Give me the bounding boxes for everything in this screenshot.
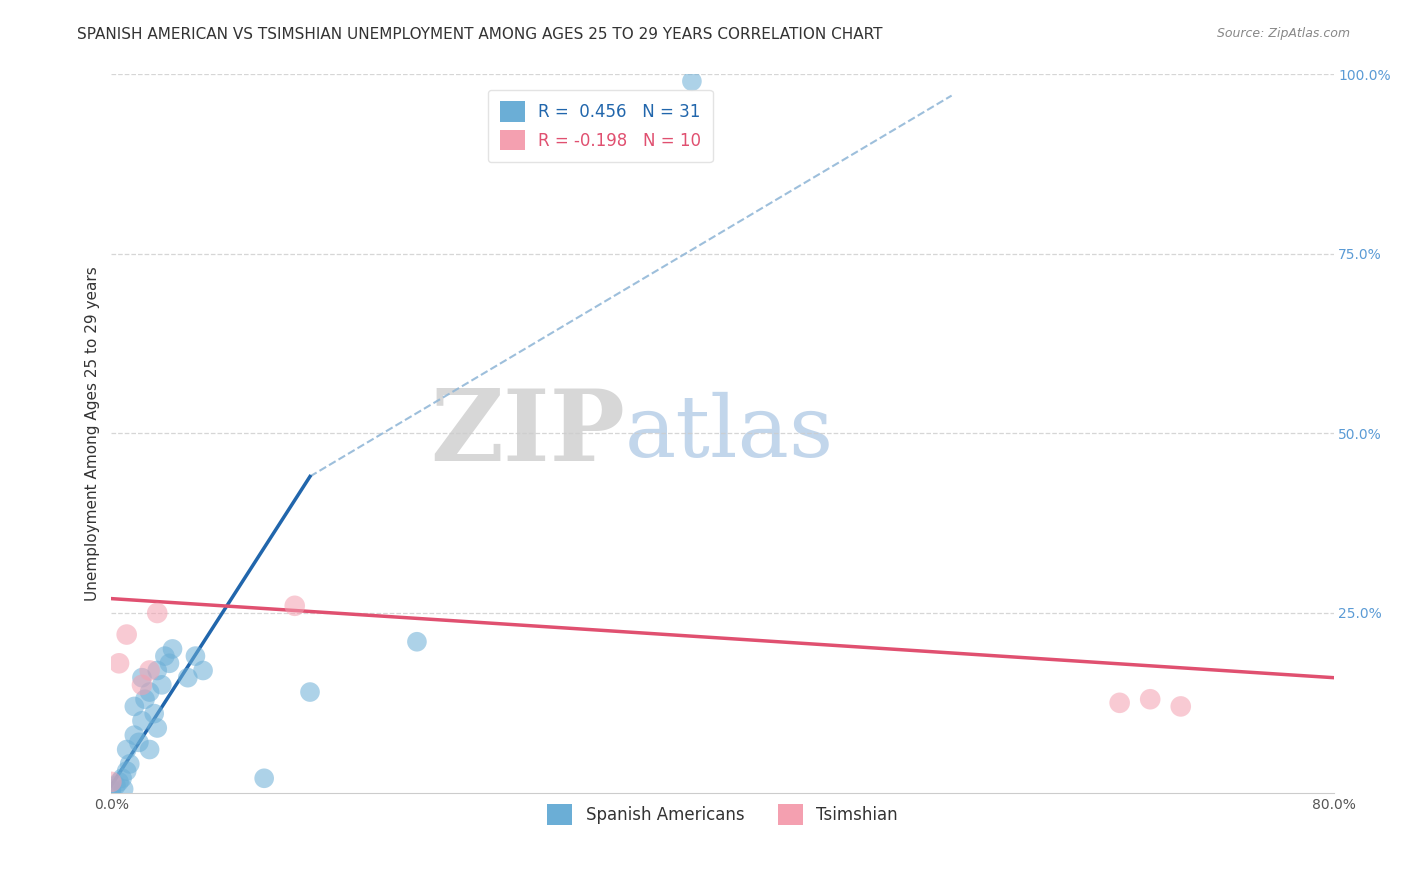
Point [124,728,146,742]
Point [118,756,141,771]
Point [104,779,127,793]
Point [108,657,131,671]
Point [284,599,307,613]
Point [406,634,429,648]
Point [115,764,138,778]
Legend: Spanish Americans, Tsimshian: Spanish Americans, Tsimshian [537,794,908,835]
Point [153,649,176,664]
Point [108,775,131,789]
Point [124,699,146,714]
Text: ZIP: ZIP [430,384,624,482]
Point [162,641,184,656]
Point [100,775,122,789]
Y-axis label: Unemployment Among Ages 25 to 29 years: Unemployment Among Ages 25 to 29 years [86,266,100,600]
Point [138,685,160,699]
Point [1139,692,1161,706]
Point [184,649,207,664]
Point [115,742,138,756]
Point [146,721,169,735]
Point [1108,696,1130,710]
Point [177,671,200,685]
Point [150,678,173,692]
Point [298,685,321,699]
Point [253,772,276,786]
Point [681,74,703,88]
Point [191,664,214,678]
Point [100,786,122,800]
Text: Source: ZipAtlas.com: Source: ZipAtlas.com [1216,27,1350,40]
Point [131,714,153,728]
Point [111,772,134,786]
Point [112,782,135,797]
Point [143,706,166,721]
Point [146,606,169,620]
Point [1170,699,1192,714]
Point [134,692,156,706]
Point [146,664,169,678]
Point [115,627,138,641]
Point [100,782,122,797]
Point [131,678,153,692]
Point [128,735,150,749]
Point [131,671,153,685]
Text: SPANISH AMERICAN VS TSIMSHIAN UNEMPLOYMENT AMONG AGES 25 TO 29 YEARS CORRELATION: SPANISH AMERICAN VS TSIMSHIAN UNEMPLOYME… [77,27,883,42]
Point [138,742,160,756]
Point [138,664,160,678]
Text: atlas: atlas [624,392,834,475]
Point [159,657,181,671]
